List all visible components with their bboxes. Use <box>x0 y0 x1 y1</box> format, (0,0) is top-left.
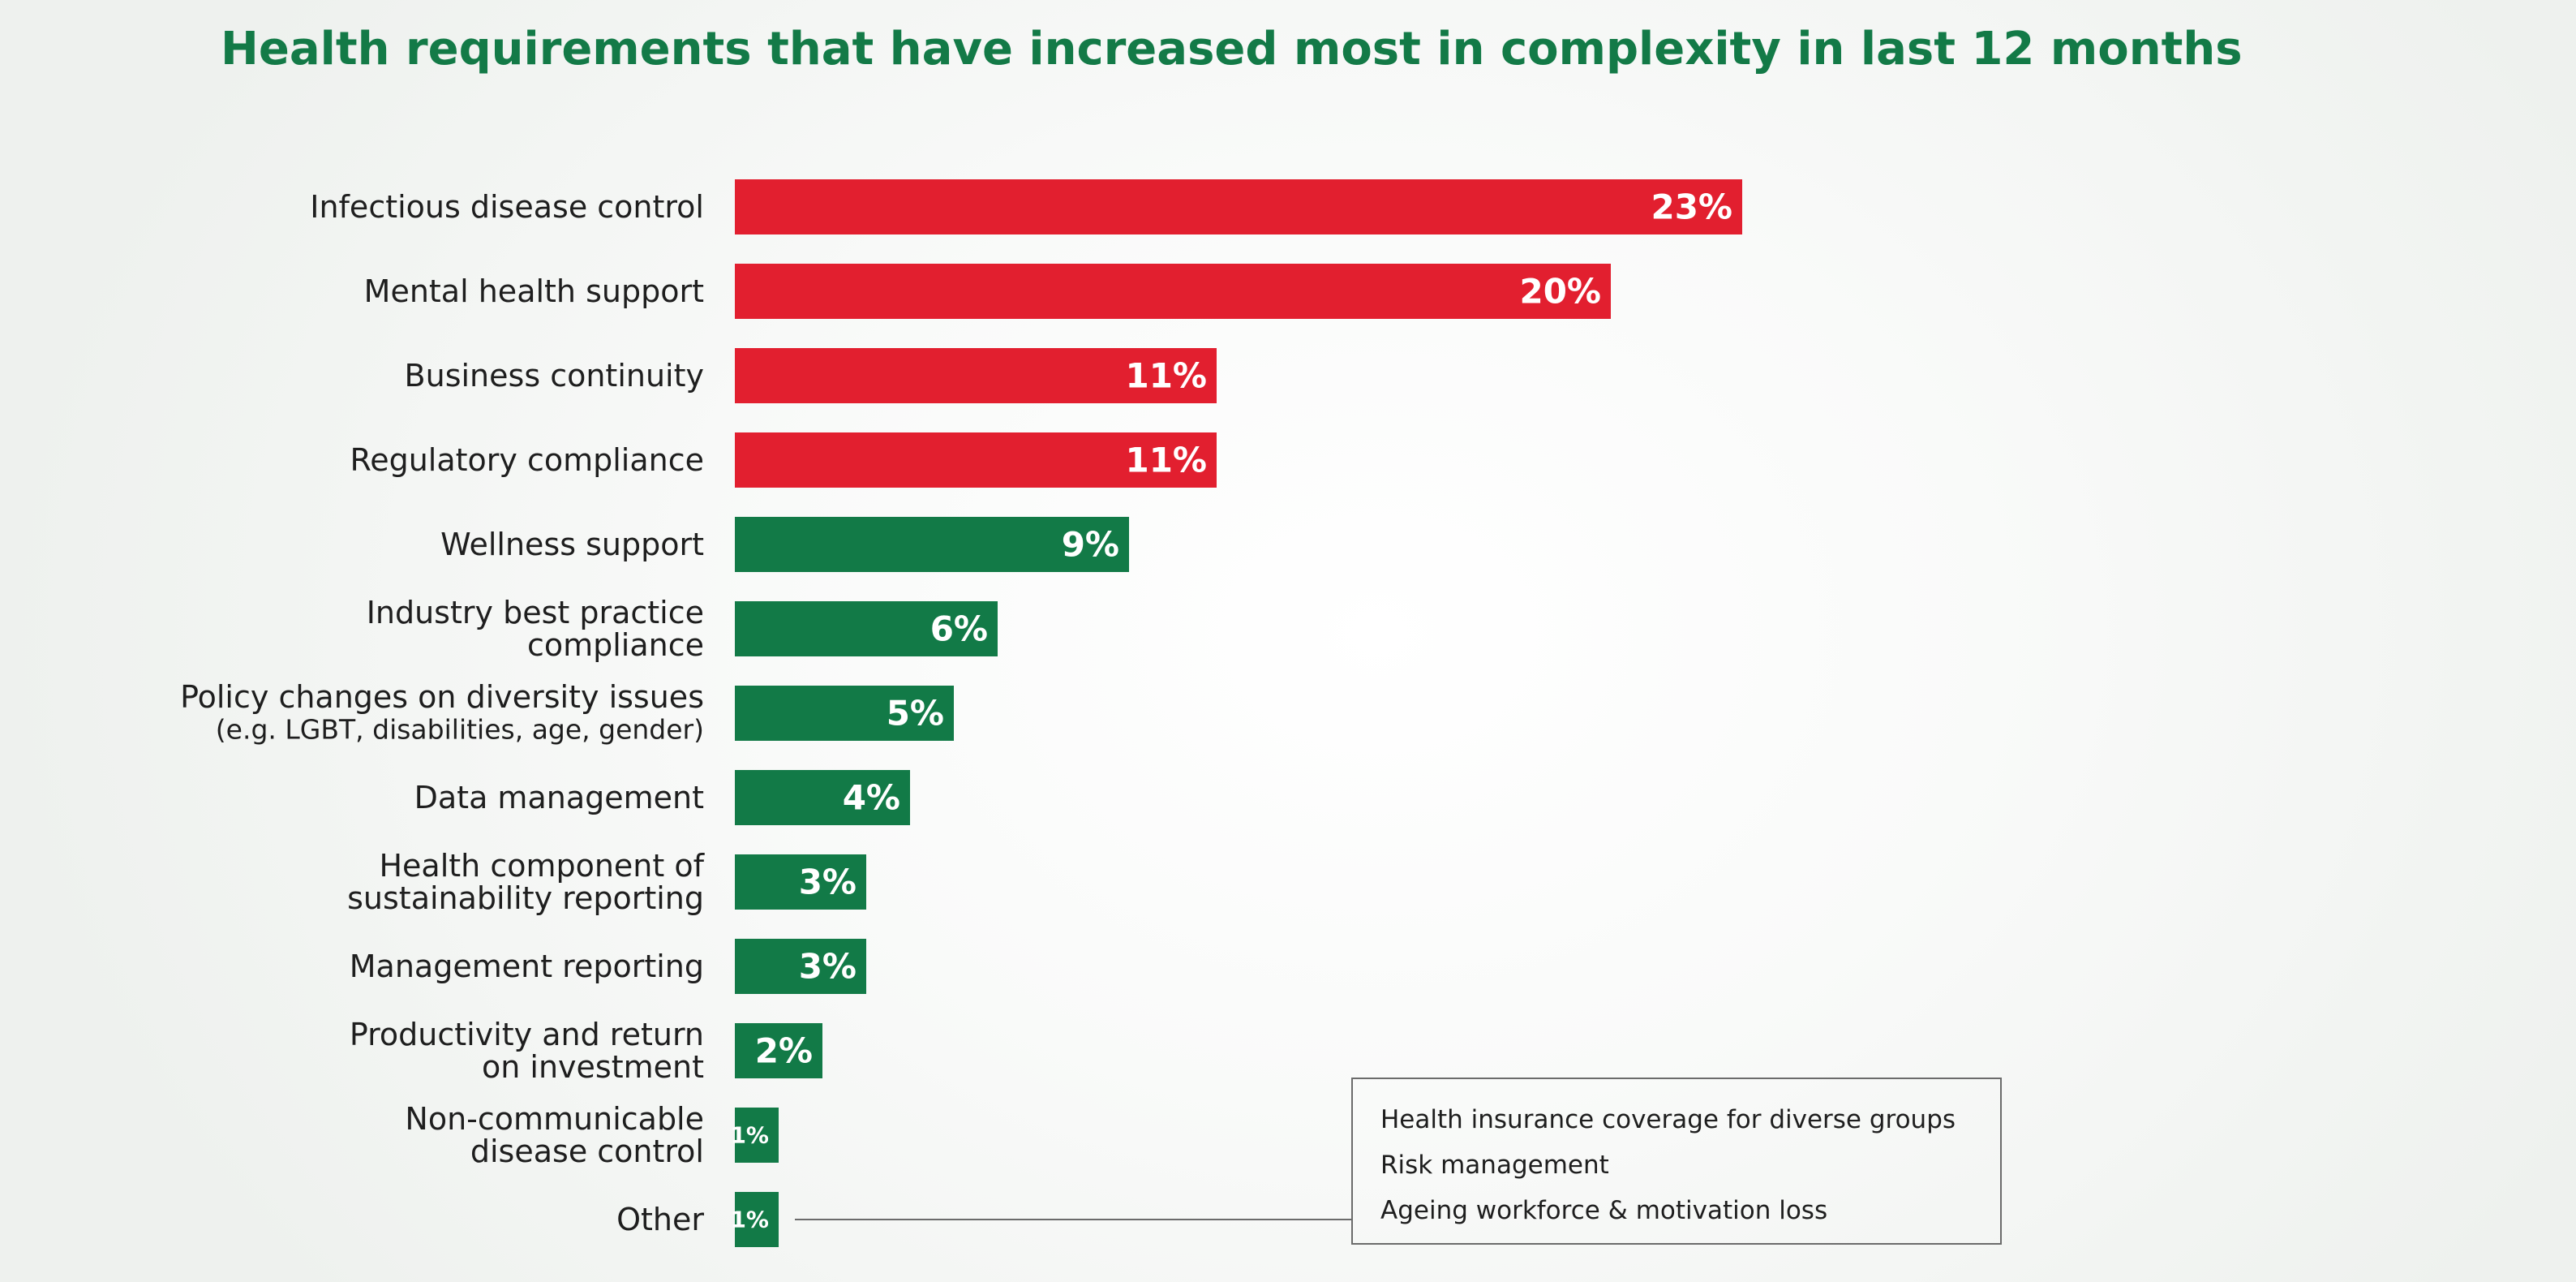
other-breakdown-item: Risk management <box>1380 1151 1609 1180</box>
bar <box>735 854 866 910</box>
bar-value-label: 4% <box>843 778 900 818</box>
bar-value-label: 11% <box>1125 441 1207 480</box>
category-label: Data management <box>414 780 704 815</box>
chart-title: Health requirements that have increased … <box>221 23 2243 75</box>
bar <box>735 686 954 741</box>
bar <box>735 1108 779 1163</box>
other-breakdown-box: Health insurance coverage for diverse gr… <box>1351 1078 2002 1245</box>
category-label: Policy changes on diversity issues (e.g. … <box>180 679 704 746</box>
category-label: Business continuity <box>405 358 704 394</box>
bar <box>735 432 1217 488</box>
bar <box>735 770 910 825</box>
bar-value-label: 11% <box>1125 356 1207 396</box>
bar-value-label: 1% <box>730 1122 769 1149</box>
bar <box>735 1192 779 1247</box>
category-label: Industry best practice compliance <box>367 595 704 663</box>
bar-value-label: 1% <box>730 1207 769 1233</box>
bar-value-label: 23% <box>1651 187 1732 227</box>
category-label: Mental health support <box>364 273 704 309</box>
bar-value-label: 5% <box>887 694 944 733</box>
category-label: Wellness support <box>440 527 704 562</box>
other-breakdown-item: Ageing workforce & motivation loss <box>1380 1196 1828 1225</box>
bar <box>735 517 1129 572</box>
category-label: Infectious disease control <box>310 189 704 225</box>
bar-value-label: 9% <box>1062 525 1119 565</box>
bar-value-label: 2% <box>755 1031 813 1071</box>
bar <box>735 601 998 656</box>
category-label: Regulatory compliance <box>350 442 705 478</box>
bar-value-label: 20% <box>1519 272 1601 312</box>
bar-value-label: 3% <box>799 863 857 902</box>
category-label: Other <box>616 1202 704 1237</box>
category-label: Management reporting <box>350 949 704 984</box>
bar <box>735 179 1742 234</box>
category-label: Productivity and return on investment <box>350 1017 704 1085</box>
bar-value-label: 6% <box>930 609 988 649</box>
bar <box>735 264 1611 319</box>
category-label: Health component of sustainability report… <box>347 848 706 916</box>
bar <box>735 1023 822 1078</box>
other-breakdown-item: Health insurance coverage for diverse gr… <box>1380 1105 1956 1134</box>
bar <box>735 939 866 994</box>
bar <box>735 348 1217 403</box>
category-label: Non-communicable disease control <box>405 1101 704 1169</box>
bar-value-label: 3% <box>799 947 857 987</box>
